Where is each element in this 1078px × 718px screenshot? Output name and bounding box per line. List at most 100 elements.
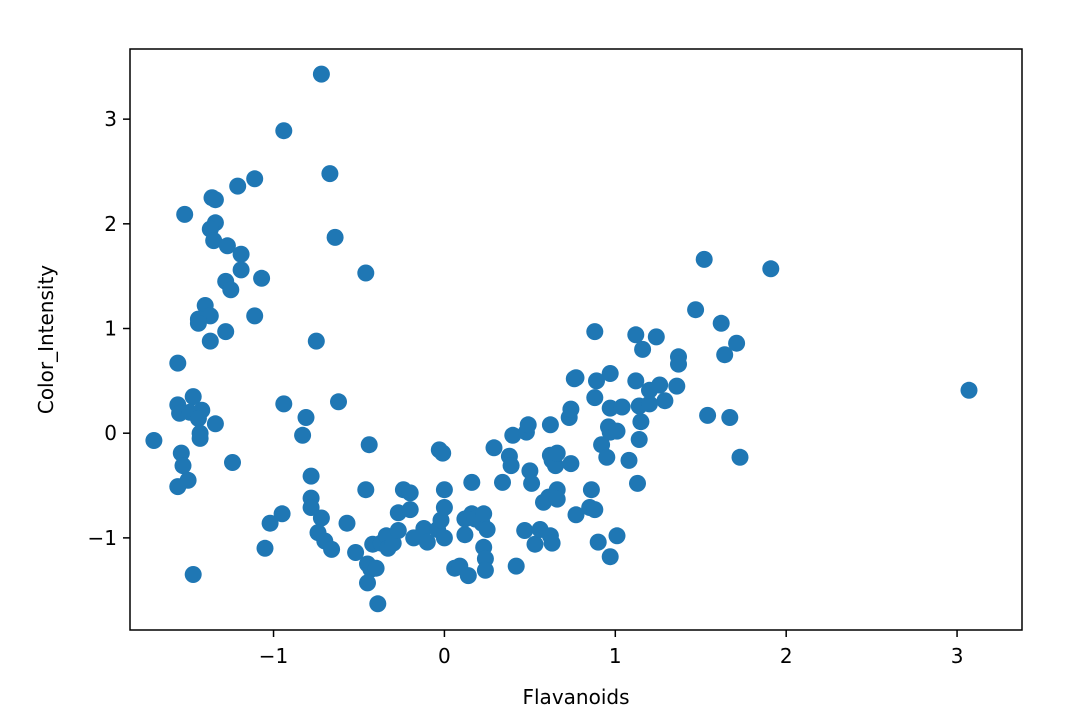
data-point	[543, 534, 561, 552]
data-point	[541, 416, 559, 434]
data-point	[721, 409, 739, 426]
x-tick-label: 0	[438, 644, 451, 668]
data-point	[463, 473, 481, 491]
data-point	[620, 451, 638, 469]
data-point	[189, 410, 207, 427]
x-tick-label: 1	[609, 644, 622, 668]
y-tick-label: −1	[88, 526, 117, 550]
data-point	[547, 457, 564, 475]
data-point	[629, 474, 646, 492]
data-point	[695, 250, 713, 268]
x-tick-label: 3	[951, 644, 964, 668]
data-point	[312, 509, 330, 527]
data-point	[687, 301, 705, 319]
data-point	[169, 478, 187, 496]
data-point	[229, 177, 247, 195]
data-point	[418, 533, 436, 551]
data-point	[206, 191, 224, 209]
data-point	[389, 522, 407, 539]
data-point	[521, 462, 539, 480]
data-point	[297, 409, 315, 426]
data-point	[641, 395, 658, 413]
data-point	[601, 365, 619, 382]
data-point	[627, 372, 645, 390]
data-point	[275, 122, 293, 140]
data-point	[338, 514, 356, 532]
data-point	[668, 377, 686, 395]
data-point	[670, 355, 687, 373]
data-point	[435, 499, 453, 516]
data-point	[504, 426, 522, 444]
data-point	[205, 232, 223, 250]
data-point	[222, 281, 240, 299]
data-point	[246, 170, 264, 188]
data-point	[357, 481, 375, 499]
data-point	[261, 514, 279, 532]
data-point	[478, 521, 496, 538]
data-point	[647, 328, 665, 346]
data-point	[401, 484, 419, 502]
data-point	[246, 307, 264, 325]
data-point	[218, 237, 236, 255]
data-point	[523, 474, 541, 492]
data-point	[960, 381, 978, 399]
data-point	[519, 416, 537, 434]
data-point	[526, 535, 544, 553]
data-point	[502, 457, 520, 475]
data-point	[562, 455, 580, 473]
data-point	[360, 436, 378, 454]
data-point	[548, 490, 566, 508]
data-point	[369, 595, 387, 613]
data-point	[630, 431, 648, 448]
x-axis-label: Flavanoids	[523, 685, 630, 709]
data-point	[172, 444, 190, 462]
data-point	[294, 426, 312, 444]
x-tick-label: −1	[259, 644, 288, 668]
data-point	[494, 473, 511, 491]
data-point	[632, 413, 650, 431]
data-point	[174, 457, 192, 475]
data-point	[475, 505, 493, 523]
data-point	[651, 376, 669, 394]
x-axis: −1 0 1 2 3	[259, 630, 964, 668]
data-point	[613, 398, 631, 416]
data-point	[401, 501, 419, 519]
data-point	[608, 422, 626, 440]
plot-frame	[129, 48, 1023, 631]
data-point	[589, 533, 607, 551]
data-point	[699, 406, 717, 424]
data-point	[476, 561, 494, 579]
data-point	[434, 444, 452, 462]
data-point	[359, 574, 376, 592]
data-point	[588, 372, 605, 390]
data-point	[456, 526, 474, 544]
data-point	[507, 557, 525, 575]
data-point	[567, 369, 585, 387]
data-point	[435, 529, 453, 547]
data-point	[347, 544, 365, 561]
data-point	[367, 559, 385, 577]
data-point	[224, 454, 241, 471]
y-tick-label: 2	[104, 212, 117, 236]
data-point	[582, 481, 600, 499]
data-point	[712, 314, 730, 332]
x-tick-label: 2	[780, 644, 793, 668]
data-point	[516, 522, 534, 539]
data-point	[145, 432, 163, 449]
data-point	[762, 260, 780, 278]
y-axis-label: Color_Intensity	[34, 265, 58, 414]
data-point	[275, 395, 293, 413]
data-point	[184, 388, 202, 406]
data-point	[485, 439, 503, 457]
points-layer	[145, 65, 978, 613]
y-tick-label: 1	[104, 317, 117, 341]
data-point	[232, 245, 250, 263]
data-point	[201, 332, 219, 350]
data-point	[435, 481, 453, 499]
y-tick-label: 3	[104, 107, 117, 131]
data-point	[586, 501, 604, 519]
y-axis: −1 0 1 2 3	[88, 107, 130, 550]
data-point	[217, 323, 235, 341]
data-point	[191, 429, 209, 447]
